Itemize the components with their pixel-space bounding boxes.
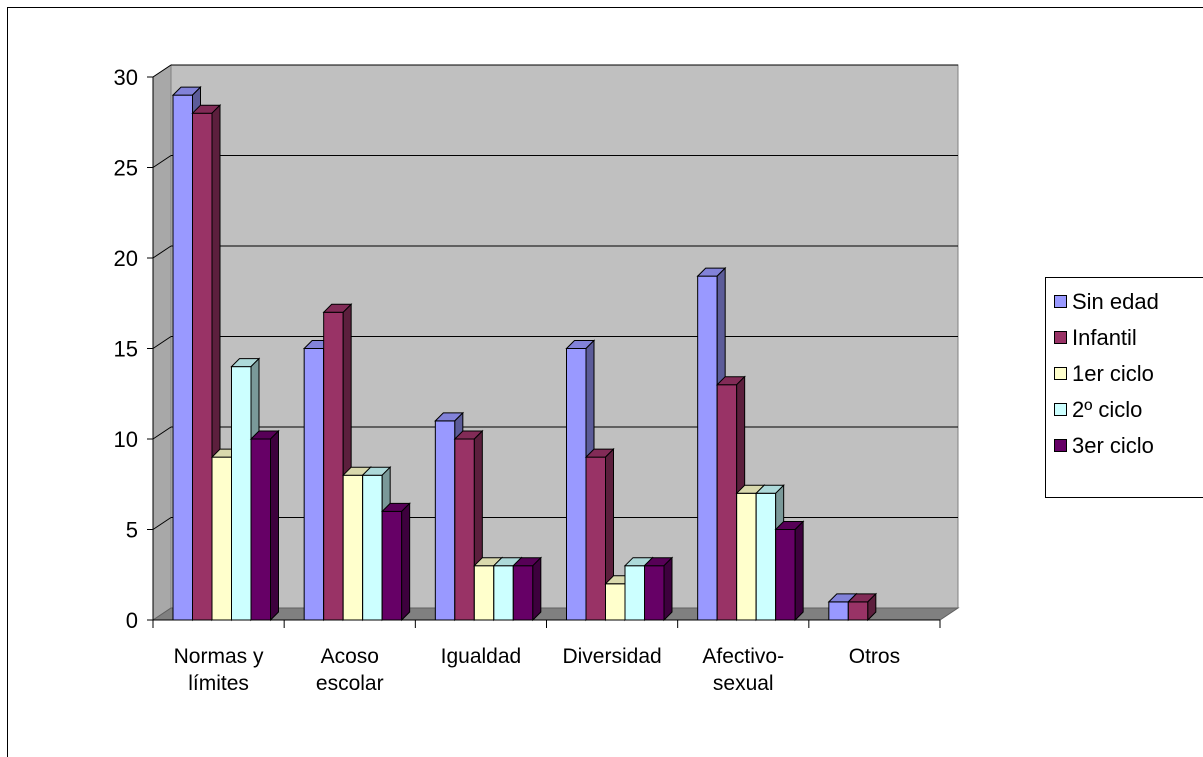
y-tick-label: 20	[114, 246, 138, 271]
bar-side	[794, 520, 804, 622]
bar	[644, 565, 665, 621]
bar	[605, 583, 626, 621]
legend-label: 1er ciclo	[1072, 361, 1154, 386]
legend-item-sin-edad: Sin edad	[1046, 284, 1203, 320]
legend-item-infantil: Infantil	[1046, 320, 1203, 356]
x-tick-label: Otros	[849, 645, 900, 668]
y-tick-label: 0	[126, 608, 138, 633]
legend-label: 3er ciclo	[1072, 433, 1154, 458]
y-tick-label: 5	[126, 518, 138, 543]
x-tick-label: escolar	[316, 672, 384, 695]
bar	[585, 456, 606, 621]
gridline-side	[152, 336, 172, 349]
bar	[473, 565, 495, 621]
y-tick-label: 30	[114, 65, 138, 90]
bar	[755, 492, 777, 621]
gridline-side	[152, 245, 172, 259]
legend-swatch-infantil	[1054, 331, 1067, 344]
bar	[847, 601, 869, 621]
legend-label: Infantil	[1072, 325, 1137, 350]
bar	[736, 492, 757, 621]
legend-item-1er-ciclo: 1er ciclo	[1046, 356, 1203, 392]
bar	[775, 529, 796, 621]
bar	[303, 348, 325, 621]
legend-swatch-2o-ciclo	[1054, 403, 1067, 416]
bar	[512, 565, 534, 621]
bar	[828, 601, 849, 621]
x-tick-label: sexual	[713, 672, 774, 695]
legend-swatch-3er-ciclo	[1054, 439, 1067, 452]
x-tick-label: límites	[188, 672, 249, 695]
legend-label: 2º ciclo	[1072, 397, 1143, 422]
legend-item-2o-ciclo: 2º ciclo	[1046, 392, 1203, 428]
legend-swatch-sin-edad	[1054, 295, 1067, 308]
x-tick-label: Afectivo-	[702, 645, 784, 668]
x-tick-label: Igualdad	[441, 645, 522, 668]
x-tick-label: Normas y	[174, 645, 264, 668]
legend-swatch-1er-ciclo	[1054, 367, 1067, 380]
chart-frame	[7, 7, 1203, 757]
bar-side	[867, 592, 877, 622]
y-tick-label: 25	[114, 156, 138, 181]
legend-label: Sin edad	[1072, 289, 1159, 314]
gridline-side	[152, 517, 172, 530]
bar	[381, 510, 403, 621]
bar	[192, 112, 213, 621]
x-tick-label: Acoso	[321, 645, 379, 668]
bar	[434, 420, 456, 621]
bar	[454, 438, 475, 621]
x-tick-label: Diversidad	[562, 645, 661, 668]
bar	[493, 565, 514, 621]
bar	[323, 311, 344, 621]
legend-item-3er-ciclo: 3er ciclo	[1046, 428, 1203, 464]
gridline-side	[152, 155, 172, 168]
bar	[624, 565, 645, 621]
bar-side	[532, 556, 542, 622]
y-tick-label: 15	[114, 337, 138, 362]
legend: Sin edad Infantil 1er ciclo 2º ciclo 3er…	[1045, 277, 1203, 498]
bar	[716, 384, 738, 621]
bar	[211, 456, 232, 621]
bar	[362, 474, 383, 621]
bar-side	[663, 556, 673, 622]
bar	[231, 366, 252, 621]
y-tick-label: 10	[114, 427, 138, 452]
bar	[697, 275, 718, 621]
bar-side	[401, 502, 411, 622]
bar	[566, 348, 587, 621]
bar-side	[270, 429, 279, 622]
bar	[342, 474, 364, 621]
gridline-side	[152, 64, 172, 78]
gridline-side	[152, 426, 172, 440]
bar	[250, 438, 271, 621]
bar	[172, 94, 193, 621]
